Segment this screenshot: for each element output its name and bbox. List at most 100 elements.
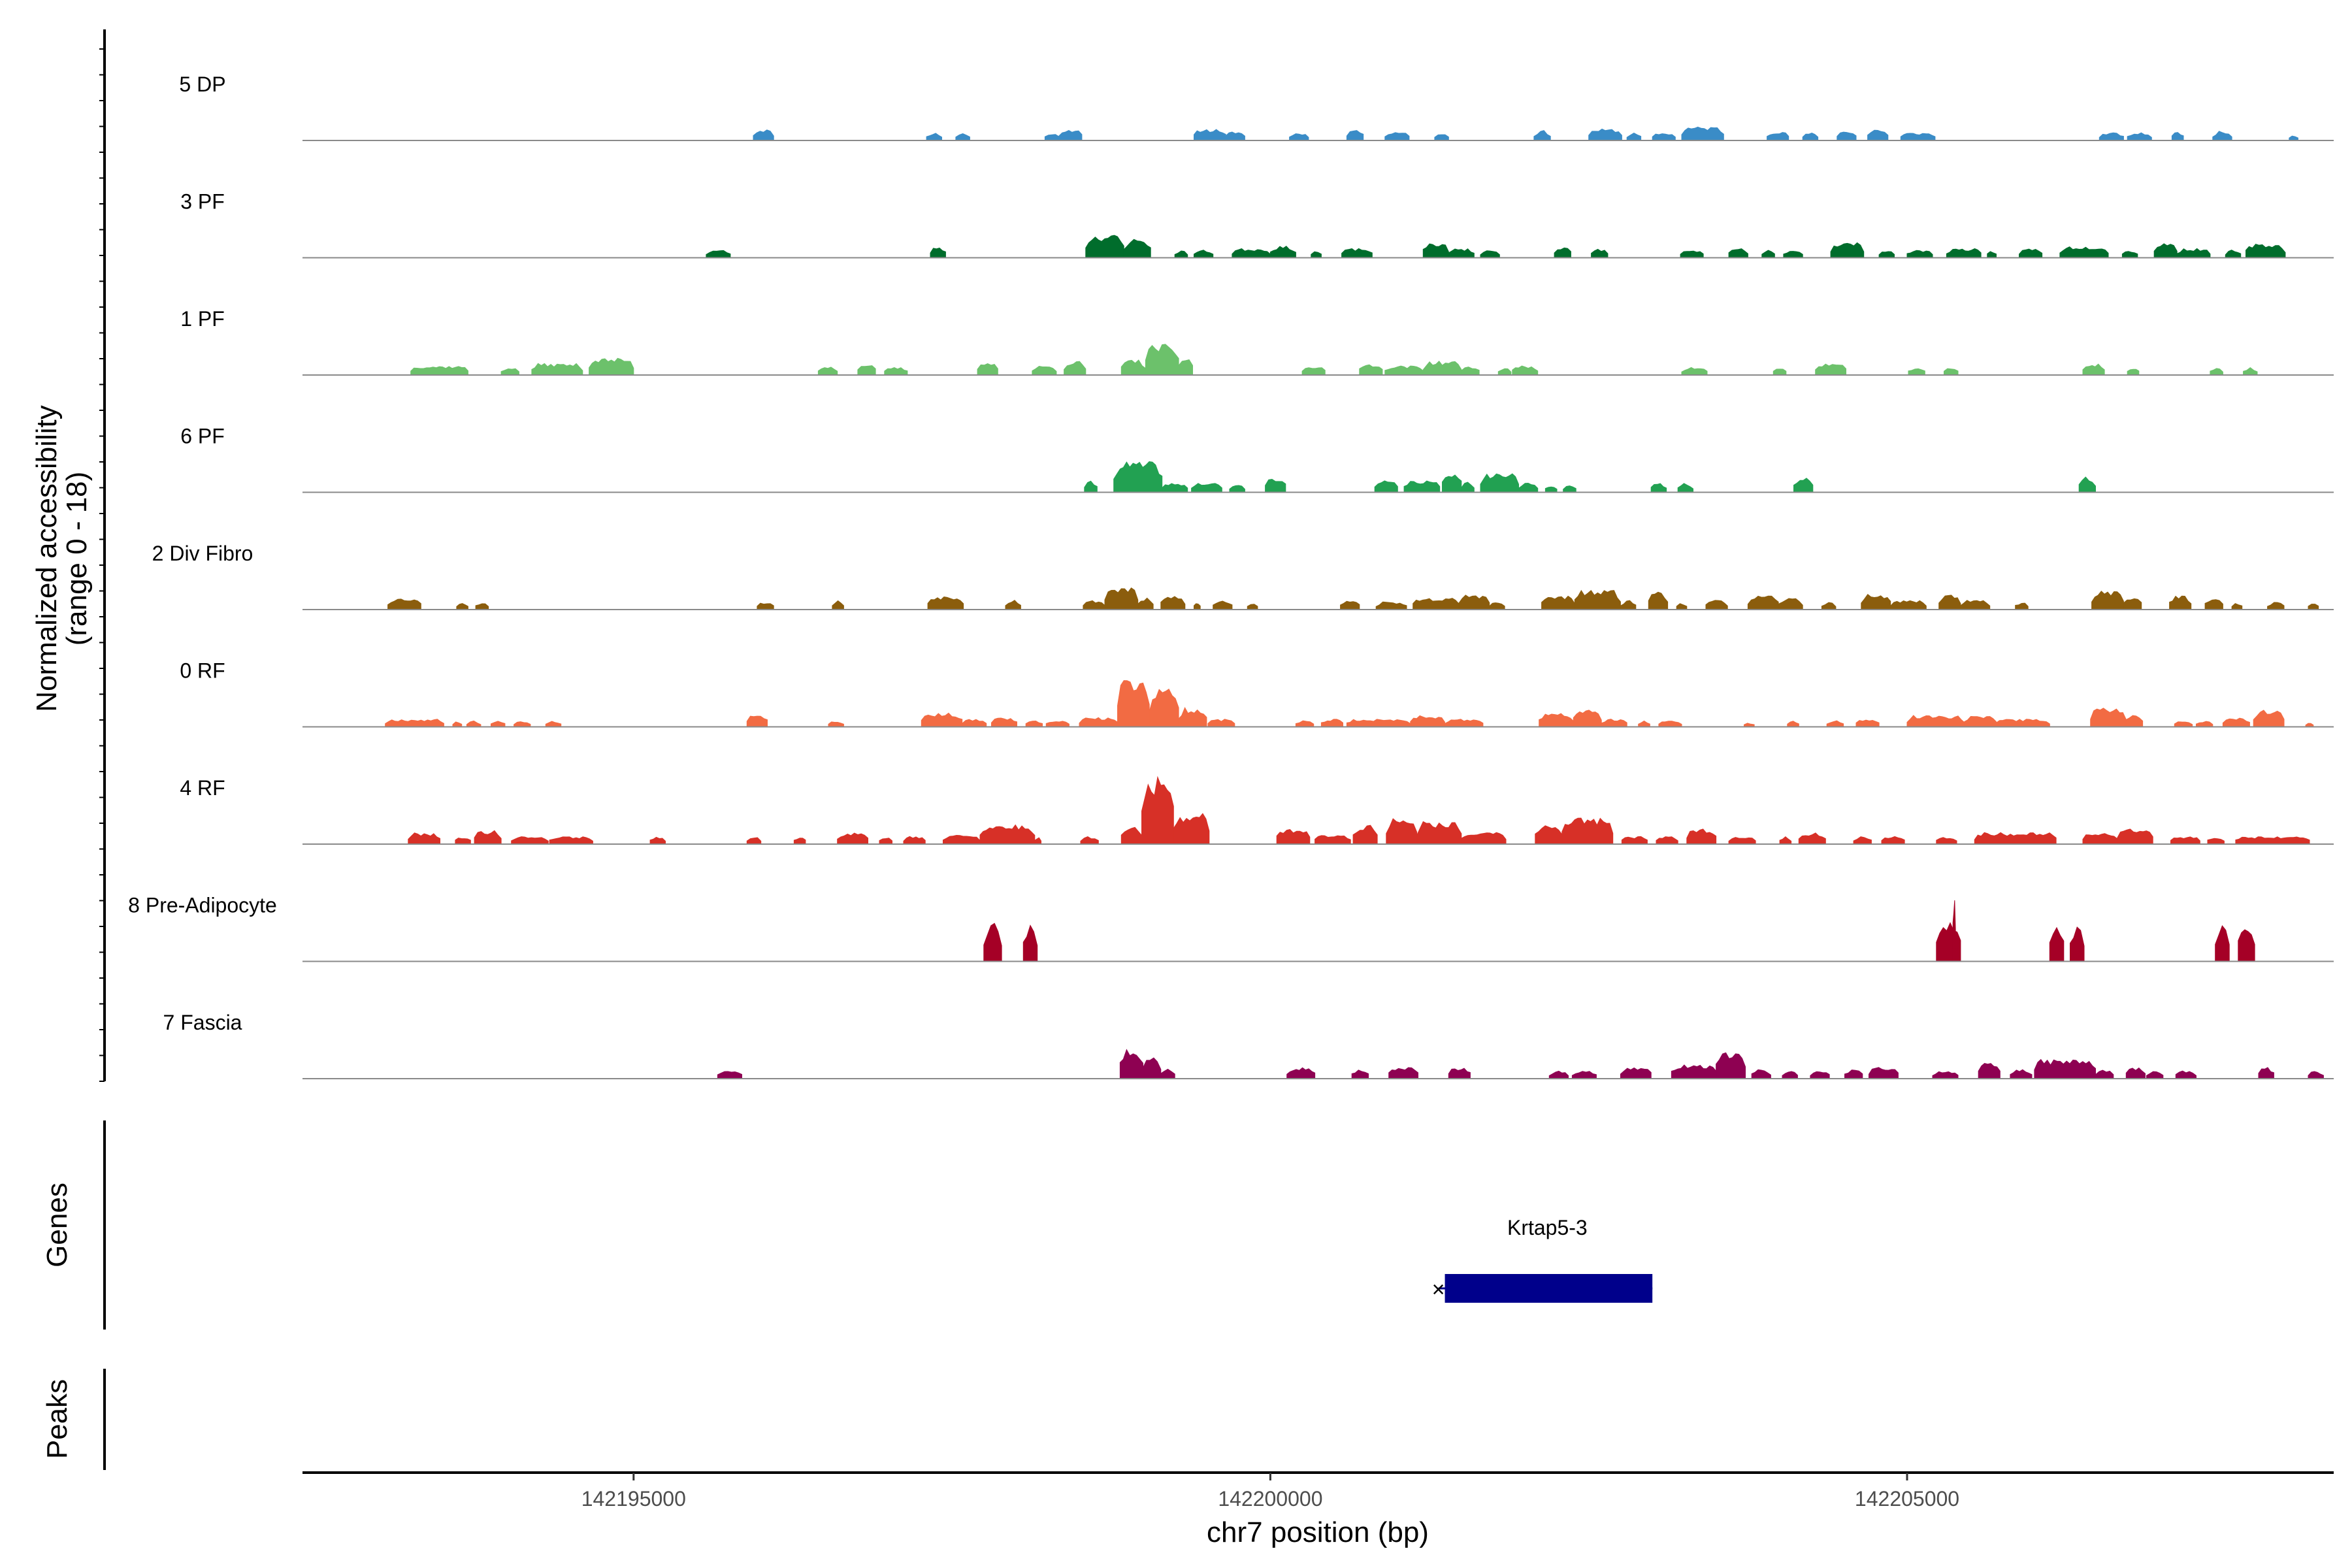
coverage-peak [1386, 818, 1418, 845]
coverage-peak [1861, 593, 1891, 610]
coverage-peak [1295, 720, 1315, 727]
coverage-peak [2010, 1069, 2033, 1079]
genes-panel-title: Genes [41, 1183, 73, 1267]
coverage-peak [1621, 836, 1648, 845]
coverage-peak [1461, 832, 1507, 845]
coverage-peak [1830, 242, 1865, 258]
coverage-peak [1448, 248, 1475, 258]
coverage-peak [793, 838, 806, 845]
coverage-peak [1084, 480, 1098, 493]
coverage-peak [857, 365, 876, 376]
coverage-peak [884, 367, 908, 376]
coverage-peak [2091, 591, 2124, 610]
coverage-peak [2034, 1058, 2096, 1079]
coverage-peak [943, 834, 981, 845]
coverage-peak [1588, 128, 1622, 141]
coverage-peak [1652, 133, 1676, 141]
coverage-peak [1104, 587, 1139, 610]
coverage-peak [2082, 363, 2105, 376]
coverage-peak [1650, 483, 1667, 493]
coverage-peak [2212, 131, 2232, 141]
coverage-peak [1512, 365, 1539, 376]
coverage-peak [1541, 595, 1575, 610]
coverage-peak [1620, 600, 1637, 610]
coverage-peak [2235, 836, 2310, 845]
coverage-peak [1178, 359, 1193, 376]
coverage-peak [1079, 717, 1118, 727]
coverage-peak [1946, 248, 1982, 258]
coverage-peak [1194, 129, 1226, 141]
coverage-peak [1286, 1067, 1316, 1079]
coverage-peak [2204, 599, 2223, 610]
coverage-peak [962, 719, 987, 727]
x-tick-label: 142205000 [1855, 1487, 1959, 1511]
peaks-panel-title: Peaks [41, 1379, 73, 1459]
coverage-peak [1025, 720, 1043, 727]
coverage-peak [1681, 126, 1724, 141]
coverage-peak [1458, 595, 1490, 610]
coverage-peak [1978, 1062, 2001, 1079]
track-label: 0 RF [180, 659, 225, 683]
coverage-peak [549, 836, 593, 845]
coverage-peak [1778, 598, 1803, 610]
coverage-peak [1123, 238, 1151, 258]
coverage-peak [1346, 130, 1364, 141]
coverage-peak [2258, 1067, 2274, 1079]
coverage-peak [1620, 1067, 1652, 1079]
coverage-peak [1686, 828, 1717, 845]
coverage-peak [1160, 1068, 1175, 1079]
coverage-peak [1022, 924, 1038, 962]
coverage-tracks: 5 DP 3 PF 1 PF 6 PF 2 Div Fibro 0 RF 4 RF 8 Pre… [128, 73, 2334, 1079]
coverage-peak [1346, 719, 1411, 727]
coverage-peak [387, 598, 421, 610]
coverage-peak [921, 712, 963, 727]
x-tick-label: 142200000 [1218, 1487, 1322, 1511]
coverage-peak [2127, 368, 2140, 376]
coverage-peak [1573, 710, 1602, 727]
coverage-peak [1064, 361, 1086, 376]
coverage-peak [1944, 368, 1959, 376]
coverage-peak [1960, 600, 1991, 610]
coverage-peak [2308, 1071, 2324, 1079]
coverage-peak [1375, 601, 1407, 610]
coverage-peak [1384, 132, 1410, 141]
coverage-peak [1601, 719, 1627, 727]
coverage-peak [1137, 597, 1154, 610]
coverage-peak [1289, 133, 1309, 141]
coverage-peak [1461, 482, 1475, 493]
coverage-peak [1677, 483, 1693, 493]
coverage-peak [1782, 1071, 1798, 1079]
x-tick-label: 142195000 [581, 1487, 686, 1511]
coverage-peak [1384, 365, 1424, 376]
coverage-peak [1881, 836, 1905, 845]
coverage-peak [589, 357, 634, 376]
gene-track: × Krtap5-3 [1432, 1216, 1653, 1303]
coverage-peak [717, 1071, 742, 1079]
coverage-peak [1772, 368, 1787, 376]
coverage-peak [1936, 837, 1957, 845]
coverage-peak [1141, 776, 1174, 845]
coverage-peak [1853, 836, 1872, 845]
coverage-peak [1213, 600, 1233, 610]
coverage-peak [1728, 837, 1756, 845]
coverage-peak [514, 721, 531, 727]
coverage-peak [1996, 719, 2050, 727]
coverage-peak [1793, 478, 1814, 493]
coverage-peak [1767, 132, 1789, 141]
coverage-peak [1178, 706, 1207, 727]
coverage-peak [1352, 825, 1378, 845]
coverage-peak [1728, 248, 1748, 258]
track-label: 7 Fascia [163, 1011, 242, 1034]
coverage-peak [1117, 680, 1150, 727]
coverage-peak [1658, 721, 1682, 727]
coverage-peak [531, 363, 583, 376]
coverage-peak [930, 248, 946, 258]
coverage-peak [2117, 828, 2153, 845]
coverage-peak [511, 836, 549, 845]
coverage-peak [2095, 1070, 2114, 1079]
coverage-peak [1480, 473, 1519, 493]
coverage-peak [983, 923, 1002, 962]
coverage-peak [1900, 133, 1936, 141]
coverage-peak [1855, 719, 1880, 727]
